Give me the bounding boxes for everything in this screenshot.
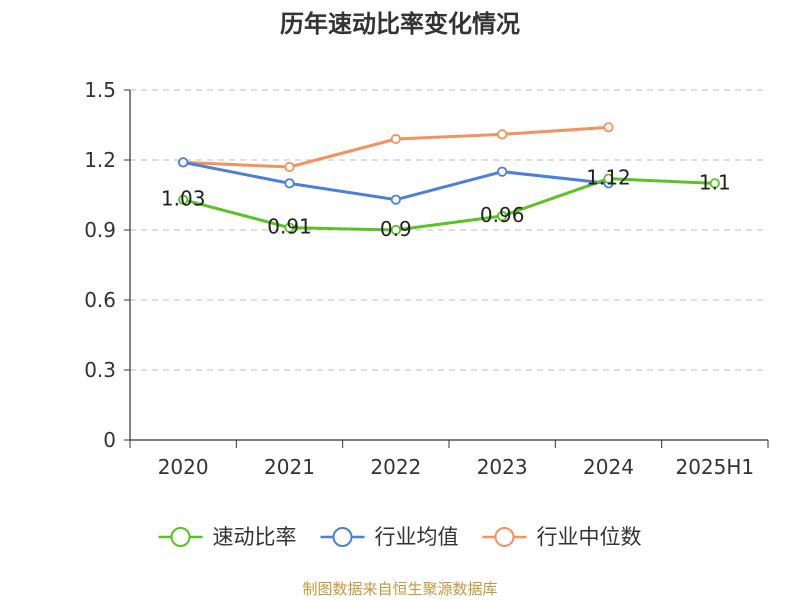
source-note: 制图数据来自恒生聚源数据库: [302, 580, 497, 598]
x-tick-label: 2022: [370, 455, 421, 479]
x-tick-label: 2025H1: [675, 455, 754, 479]
x-tick-label: 2023: [477, 455, 528, 479]
legend[interactable]: 速动比率 行业均值 行业中位数: [158, 525, 642, 549]
legend-label: 行业中位数: [537, 525, 642, 549]
series-line: [181, 177, 717, 232]
series-point: [603, 173, 614, 184]
data-label: 0.96: [480, 203, 525, 227]
legend-marker: [332, 527, 353, 547]
legend-marker: [494, 527, 515, 547]
x-tick-label: 2021: [264, 455, 315, 479]
data-labels: 1.03 0.91 0.9 0.96 1.12 1.1: [161, 166, 731, 241]
data-label: 1.03: [161, 187, 206, 211]
data-label: 0.9: [380, 217, 412, 241]
axes: 0 0.3 0.6 0.9 1.2 1.5 2020 2021 2022 2023 2024 2025…: [84, 78, 769, 479]
legend-marker: [170, 527, 191, 547]
x-tick-label: 2024: [583, 455, 634, 479]
series-point: [178, 157, 189, 168]
y-tick-label: 0.3: [84, 358, 116, 382]
legend-item[interactable]: 速动比率: [158, 525, 297, 549]
series-point: [390, 133, 401, 145]
series-point: [178, 194, 189, 205]
series-line: [181, 125, 610, 169]
series-point: [497, 166, 508, 177]
y-tick-label: 0: [103, 428, 116, 452]
series-line: [181, 160, 610, 202]
data-label: 1.1: [699, 170, 731, 194]
x-tick-label: 2020: [158, 455, 209, 479]
series-point: [284, 178, 295, 189]
series-point: [497, 129, 508, 140]
series-point: [709, 178, 720, 189]
chart-title: 历年速动比率变化情况: [280, 10, 520, 38]
series-point: [497, 210, 508, 222]
data-label: 0.91: [267, 215, 312, 239]
series-point: [284, 161, 295, 173]
data-label: 1.12: [586, 166, 631, 190]
series-point: [284, 222, 295, 233]
gridlines: [130, 89, 768, 371]
y-tick-label: 0.6: [84, 288, 116, 312]
legend-item[interactable]: 行业中位数: [482, 525, 642, 549]
series-point: [603, 122, 614, 133]
y-tick-label: 1.2: [84, 148, 116, 172]
series-point: [390, 194, 401, 205]
y-tick-label: 1.5: [84, 78, 116, 102]
y-tick-label: 0.9: [84, 218, 116, 242]
series-lines: [178, 122, 720, 236]
legend-label: 行业均值: [375, 525, 459, 549]
legend-label: 速动比率: [213, 525, 297, 549]
series-point: [390, 224, 401, 236]
legend-item[interactable]: 行业均值: [320, 525, 459, 549]
